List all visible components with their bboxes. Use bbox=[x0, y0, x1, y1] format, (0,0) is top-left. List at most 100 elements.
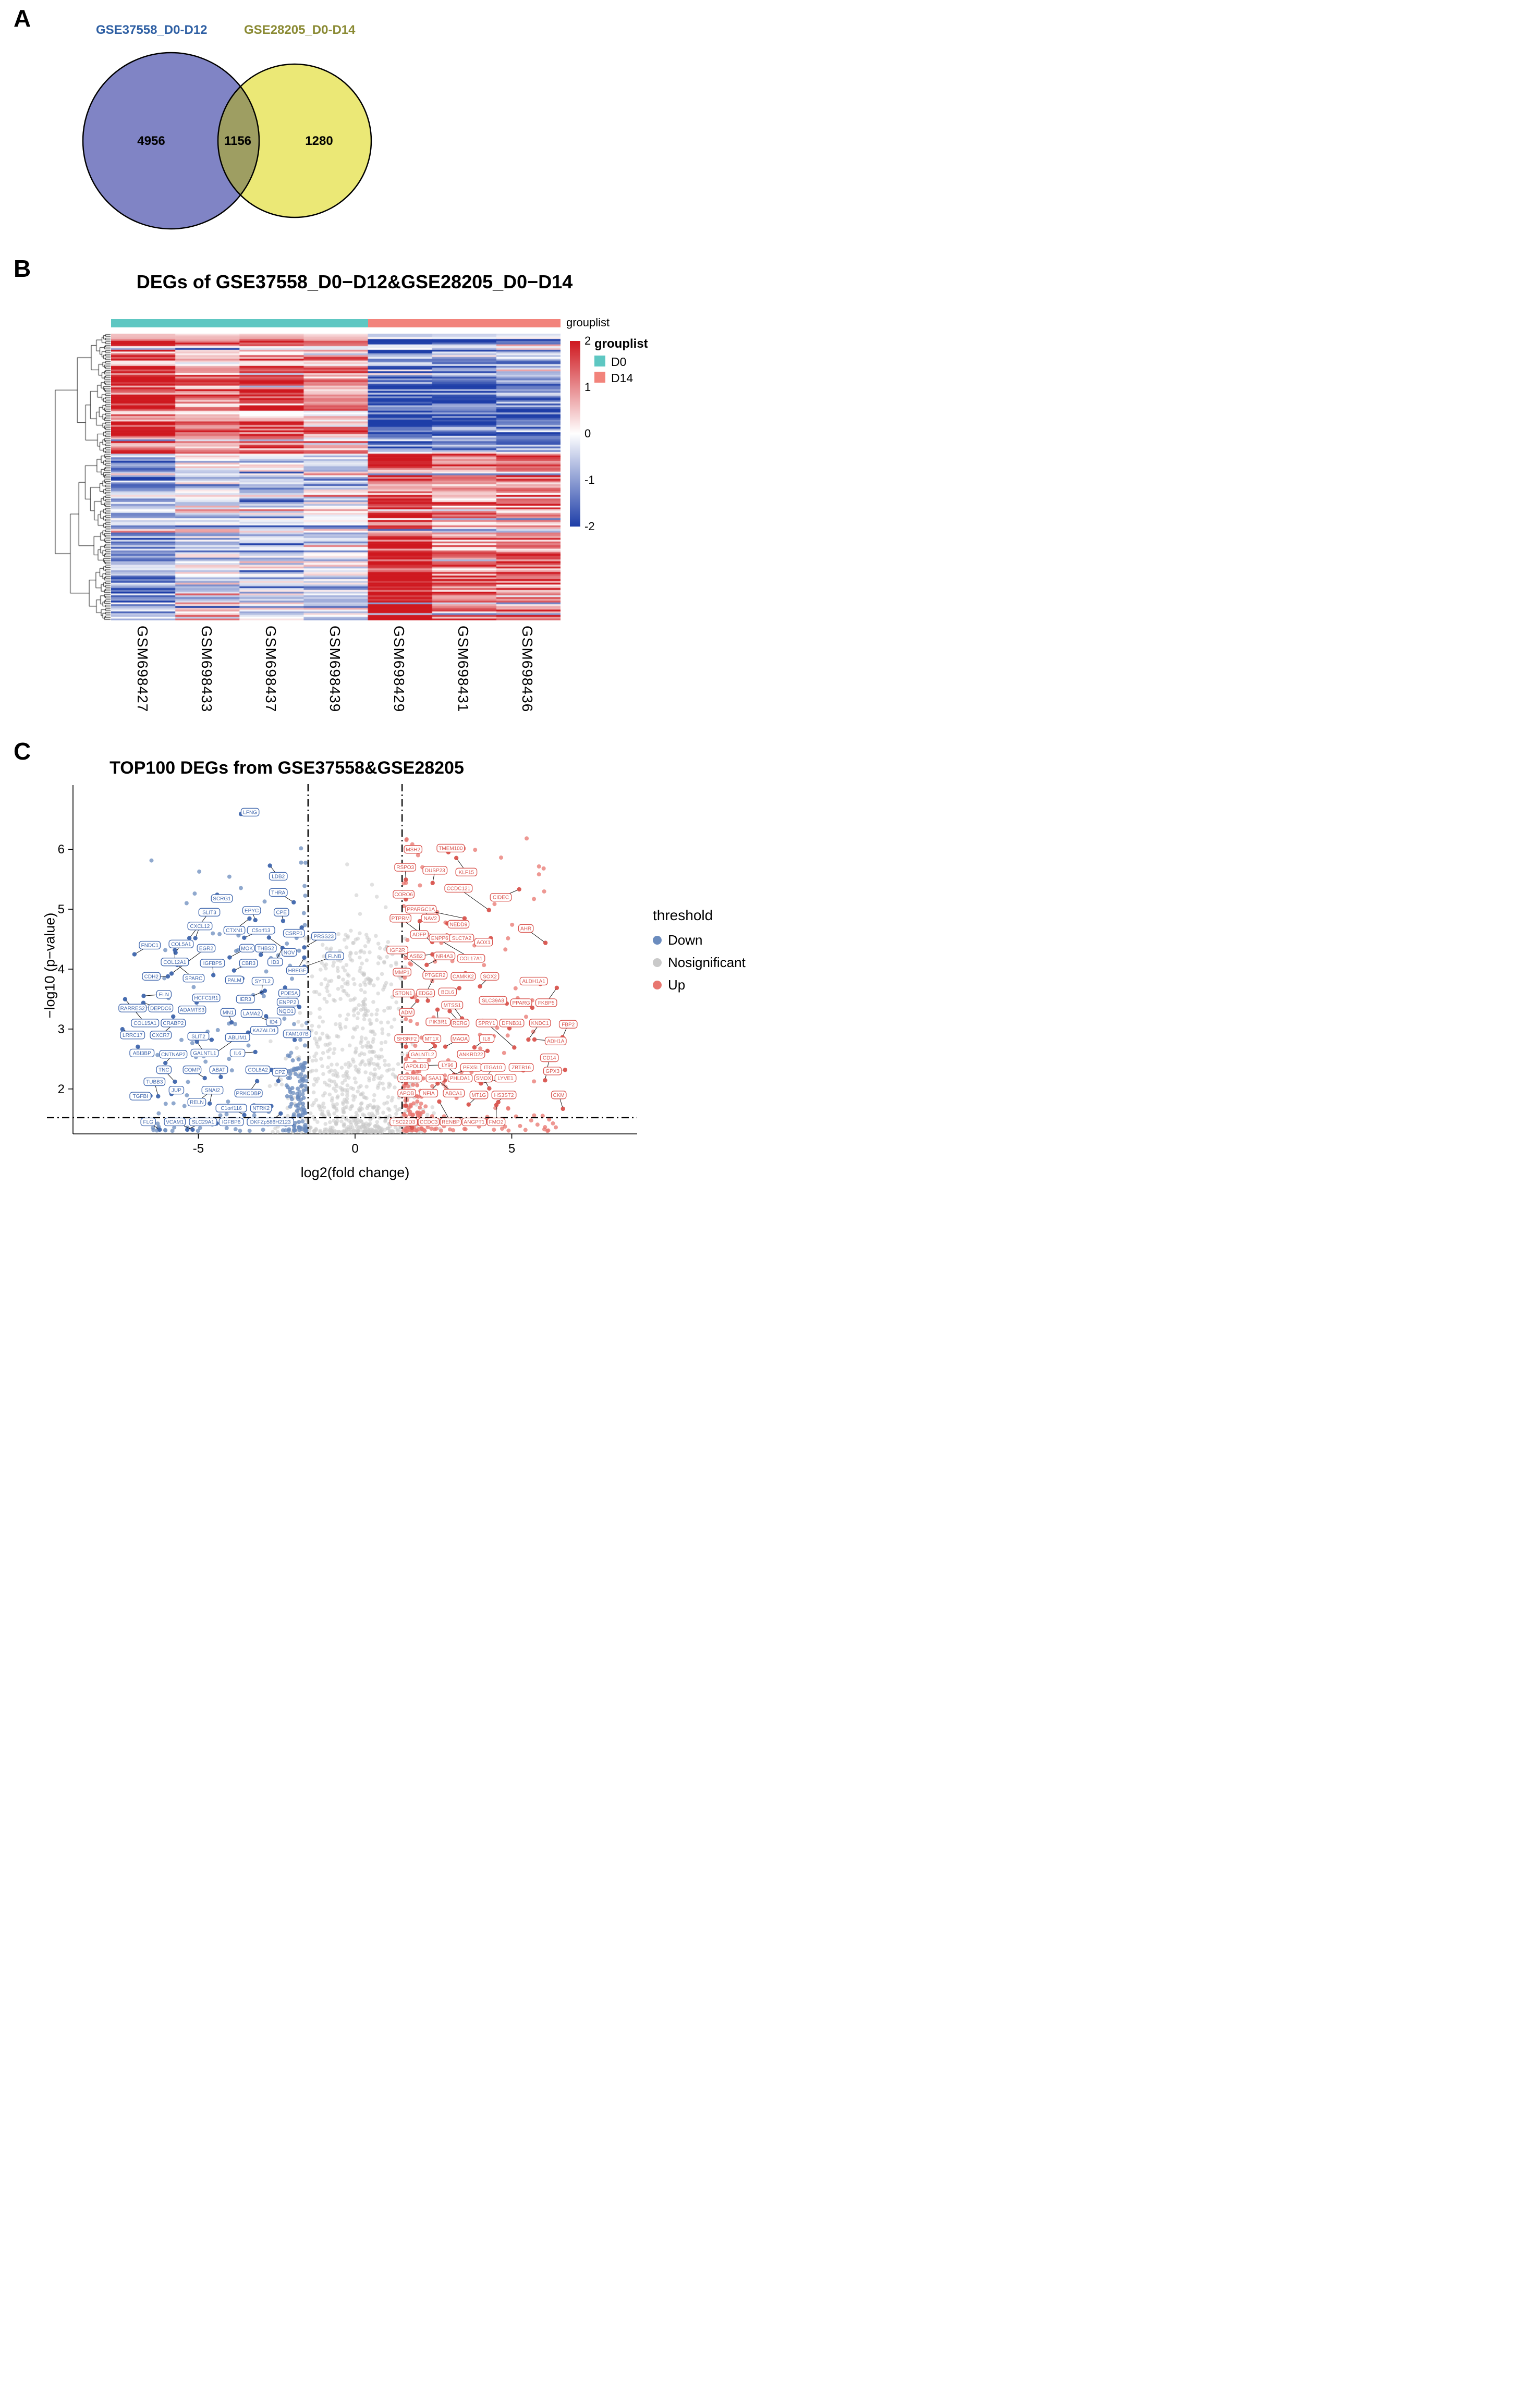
svg-text:RERG: RERG bbox=[453, 1021, 468, 1026]
svg-text:RENBP: RENBP bbox=[442, 1120, 460, 1126]
svg-text:CBR3: CBR3 bbox=[241, 961, 255, 967]
svg-text:SLC39A8: SLC39A8 bbox=[482, 998, 504, 1004]
svg-text:LYVE1: LYVE1 bbox=[497, 1076, 514, 1082]
heatmap-annotation-label: grouplist bbox=[566, 316, 610, 329]
svg-text:FKBP5: FKBP5 bbox=[538, 1000, 555, 1006]
svg-text:TMEM100: TMEM100 bbox=[438, 846, 463, 851]
svg-text:MT1X: MT1X bbox=[425, 1036, 439, 1042]
venn-left-set-label: GSE37558_D0-D12 bbox=[96, 23, 208, 37]
svg-text:KAZALD1: KAZALD1 bbox=[252, 1028, 276, 1034]
svg-text:CSRP1: CSRP1 bbox=[285, 931, 303, 937]
svg-text:ABI3BP: ABI3BP bbox=[133, 1050, 151, 1056]
heatmap-canvas bbox=[111, 334, 561, 620]
svg-text:LFNG: LFNG bbox=[243, 810, 257, 816]
nosignificant-dot-icon bbox=[653, 958, 662, 967]
svg-text:SLIT2: SLIT2 bbox=[191, 1034, 205, 1040]
svg-text:FMO2: FMO2 bbox=[489, 1120, 504, 1126]
svg-text:APOLD1: APOLD1 bbox=[406, 1064, 427, 1070]
svg-text:C5orf13: C5orf13 bbox=[252, 928, 271, 934]
svg-text:CTXN1: CTXN1 bbox=[226, 928, 243, 934]
svg-text:CDH2: CDH2 bbox=[144, 974, 159, 980]
heatmap-legend-label-d0: D0 bbox=[611, 355, 627, 369]
svg-text:PEX5L: PEX5L bbox=[463, 1065, 480, 1071]
heatmap-colorbar bbox=[570, 341, 580, 527]
svg-text:SPRY1: SPRY1 bbox=[478, 1021, 495, 1026]
svg-text:MN1: MN1 bbox=[223, 1010, 234, 1016]
svg-text:DEPDC6: DEPDC6 bbox=[150, 1006, 172, 1011]
svg-text:CORO6: CORO6 bbox=[394, 892, 413, 898]
svg-text:FLNB: FLNB bbox=[328, 954, 342, 959]
svg-text:SH3RF2: SH3RF2 bbox=[397, 1036, 417, 1042]
heatmap-legend-swatch-d0 bbox=[594, 356, 605, 366]
svg-text:NOV: NOV bbox=[284, 950, 295, 956]
svg-text:PRSS23: PRSS23 bbox=[314, 934, 334, 939]
svg-text:SOX2: SOX2 bbox=[483, 974, 497, 980]
svg-text:COL12A1: COL12A1 bbox=[163, 960, 186, 965]
colorbar-tick: 0 bbox=[584, 427, 591, 440]
heatmap-legend-swatch-d14 bbox=[594, 372, 605, 383]
heatmap-annotation-d14 bbox=[368, 319, 561, 327]
svg-text:CCRN4L: CCRN4L bbox=[399, 1076, 420, 1082]
volcano-legend-label-down: Down bbox=[668, 932, 703, 948]
colorbar-tick: 2 bbox=[584, 334, 591, 347]
svg-text:MAOA: MAOA bbox=[453, 1036, 468, 1042]
svg-text:ABLIM1: ABLIM1 bbox=[228, 1035, 247, 1041]
svg-text:ADAMTS3: ADAMTS3 bbox=[180, 1008, 205, 1013]
heatmap-legend-title: grouplist bbox=[594, 337, 648, 351]
svg-text:6: 6 bbox=[58, 842, 65, 857]
svg-text:SYTL2: SYTL2 bbox=[254, 979, 271, 985]
down-dot-icon bbox=[653, 936, 662, 945]
heatmap-column-label: GSM698439 bbox=[327, 626, 343, 713]
svg-text:NAV2: NAV2 bbox=[424, 916, 437, 922]
svg-text:NR4A3: NR4A3 bbox=[436, 954, 453, 959]
svg-text:ABCA1: ABCA1 bbox=[445, 1091, 462, 1096]
svg-text:CXCL12: CXCL12 bbox=[190, 924, 210, 930]
svg-text:KNDC1: KNDC1 bbox=[531, 1021, 549, 1026]
volcano-x-axis-label: log2(fold change) bbox=[300, 1165, 410, 1180]
svg-text:ZBTB16: ZBTB16 bbox=[511, 1065, 531, 1071]
svg-text:ADH1A: ADH1A bbox=[547, 1038, 565, 1044]
panel-a-letter: A bbox=[14, 5, 31, 32]
up-dot-icon bbox=[653, 981, 662, 989]
svg-text:TNC: TNC bbox=[159, 1068, 169, 1073]
svg-text:MMP1: MMP1 bbox=[395, 970, 410, 975]
svg-text:5: 5 bbox=[508, 1142, 515, 1156]
svg-text:ENPP2: ENPP2 bbox=[279, 1000, 296, 1006]
svg-text:PPARGC1A: PPARGC1A bbox=[407, 907, 435, 913]
svg-text:CIDEC: CIDEC bbox=[493, 895, 509, 901]
venn-right-count: 1280 bbox=[305, 134, 333, 148]
volcano-y-axis-label: −log10 (p−value) bbox=[42, 912, 58, 1019]
svg-text:SNAI2: SNAI2 bbox=[205, 1088, 220, 1094]
venn-overlap-count: 1156 bbox=[224, 134, 251, 148]
svg-text:CKM: CKM bbox=[553, 1093, 565, 1098]
svg-text:CXCR7: CXCR7 bbox=[152, 1033, 169, 1038]
svg-text:EGR2: EGR2 bbox=[199, 946, 214, 951]
svg-text:ANKRD22: ANKRD22 bbox=[459, 1052, 483, 1058]
svg-text:PIK3R1: PIK3R1 bbox=[429, 1020, 447, 1025]
venn-left-count: 4956 bbox=[137, 134, 165, 148]
svg-text:FNDC1: FNDC1 bbox=[141, 943, 159, 949]
venn-right-set-label: GSE28205_D0-D14 bbox=[244, 23, 356, 37]
svg-text:COL8A2: COL8A2 bbox=[248, 1068, 268, 1073]
svg-text:COL15A1: COL15A1 bbox=[133, 1021, 156, 1026]
heatmap-dendrogram-canvas bbox=[54, 334, 111, 620]
volcano-svg: 2 3 4 5 6 -5 0 5 LFNG LDB2 THRA SCRG1 SLIT3 EPYC CPE CX… bbox=[47, 784, 637, 1156]
svg-text:CRABP2: CRABP2 bbox=[163, 1021, 184, 1026]
svg-text:CAMKK2: CAMKK2 bbox=[453, 974, 474, 980]
svg-text:COMP: COMP bbox=[184, 1068, 200, 1073]
heatmap-column-label: GSM698437 bbox=[262, 626, 279, 713]
volcano-title: TOP100 DEGs from GSE37558&GSE28205 bbox=[109, 758, 464, 778]
svg-text:RARRES2: RARRES2 bbox=[120, 1006, 145, 1011]
svg-text:-5: -5 bbox=[193, 1142, 204, 1156]
volcano-legend-title: threshold bbox=[653, 907, 713, 923]
svg-text:ADM: ADM bbox=[401, 1010, 412, 1016]
svg-text:CCDC3: CCDC3 bbox=[420, 1120, 438, 1126]
svg-text:GALNTL2: GALNTL2 bbox=[411, 1052, 434, 1058]
svg-text:GALNTL1: GALNTL1 bbox=[193, 1050, 216, 1056]
svg-text:IER3: IER3 bbox=[239, 997, 251, 1003]
svg-text:FLG: FLG bbox=[143, 1120, 154, 1126]
heatmap-column-label: GSM698429 bbox=[391, 626, 408, 713]
svg-text:MTSS1: MTSS1 bbox=[444, 1003, 461, 1009]
volcano-legend-item-down: Down bbox=[653, 932, 746, 948]
svg-text:FBP2: FBP2 bbox=[562, 1022, 575, 1028]
